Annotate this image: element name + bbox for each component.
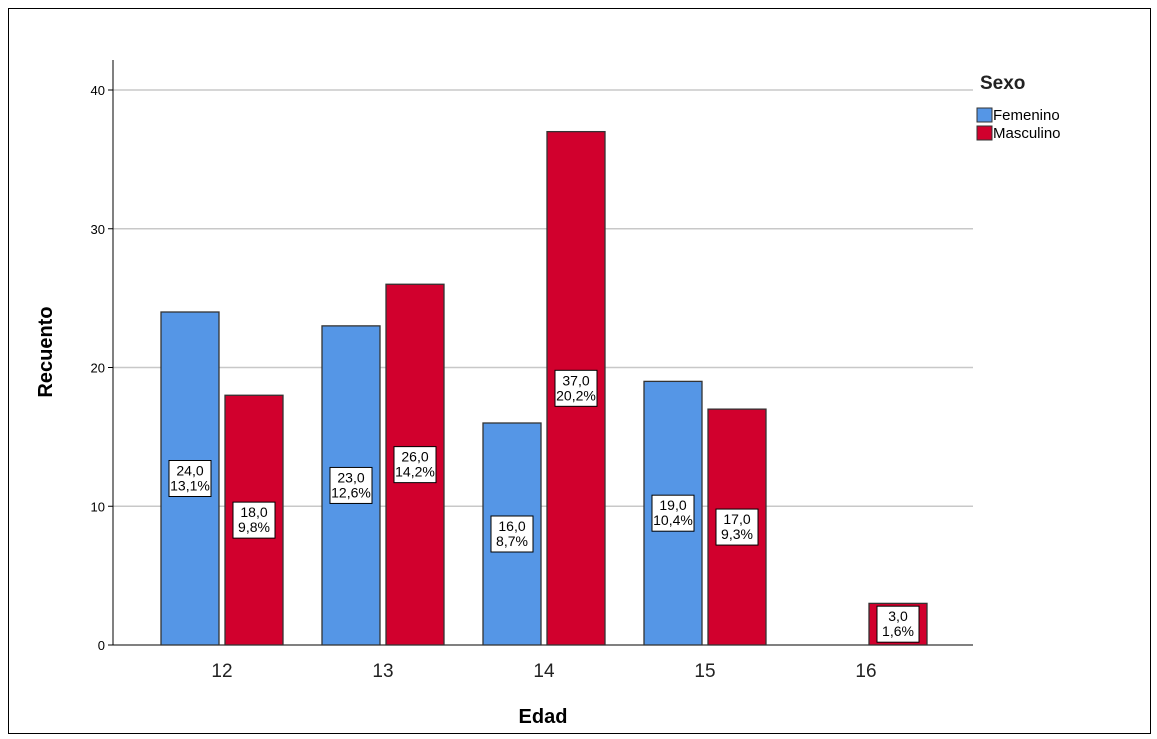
- data-label-count-femenino-15: 19,0: [659, 497, 686, 513]
- data-label-box-masculino-15: [715, 508, 759, 546]
- data-label-percent-masculino-14: 20,2%: [556, 387, 596, 403]
- data-label-percent-femenino-13: 12,6%: [331, 484, 371, 500]
- y-tick-label-40: 40: [91, 83, 105, 98]
- legend-label-masculino: Masculino: [993, 125, 1061, 142]
- data-label-count-femenino-12: 24,0: [176, 463, 203, 479]
- legend-swatch-femenino: [976, 107, 993, 123]
- data-label-count-masculino-15: 17,0: [723, 511, 750, 527]
- legend-label-femenino: Femenino: [993, 107, 1060, 124]
- data-label-percent-masculino-12: 9,8%: [238, 519, 270, 535]
- data-label-percent-femenino-12: 13,1%: [170, 478, 210, 494]
- data-label-box-masculino-12: [232, 501, 276, 539]
- data-label-box-masculino-14: [554, 369, 598, 407]
- x-tick-label-16: 16: [855, 661, 876, 682]
- data-label-count-femenino-14: 16,0: [498, 518, 525, 534]
- data-label-count-masculino-13: 26,0: [401, 449, 428, 465]
- data-label-count-masculino-12: 18,0: [240, 504, 267, 520]
- legend-title: Sexo: [980, 73, 1025, 94]
- data-label-percent-femenino-14: 8,7%: [496, 533, 528, 549]
- data-label-box-femenino-14: [490, 515, 534, 553]
- x-axis-title: Edad: [519, 706, 568, 728]
- x-tick-label-14: 14: [533, 661, 555, 682]
- y-tick-label-30: 30: [91, 222, 105, 237]
- data-label-percent-masculino-13: 14,2%: [395, 464, 435, 480]
- data-label-box-masculino-13: [393, 446, 437, 484]
- legend-swatch-masculino: [976, 125, 993, 141]
- x-tick-label-15: 15: [694, 661, 715, 682]
- x-tick-label-13: 13: [372, 661, 393, 682]
- data-label-count-femenino-13: 23,0: [337, 469, 364, 485]
- data-label-percent-masculino-15: 9,3%: [721, 526, 753, 542]
- y-tick-label-0: 0: [98, 638, 105, 653]
- data-label-percent-femenino-15: 10,4%: [653, 512, 693, 528]
- data-label-count-masculino-16: 3,0: [888, 608, 908, 624]
- data-label-box-femenino-13: [329, 466, 373, 504]
- data-label-count-masculino-14: 37,0: [562, 372, 589, 388]
- data-label-box-femenino-15: [651, 494, 695, 532]
- y-tick-label-20: 20: [91, 361, 105, 376]
- y-axis-title: Recuento: [35, 306, 57, 397]
- data-label-box-femenino-12: [168, 460, 212, 497]
- data-label-box-masculino-16: [876, 605, 920, 643]
- y-tick-label-10: 10: [91, 499, 105, 514]
- x-tick-label-12: 12: [211, 661, 232, 682]
- data-label-percent-masculino-16: 1,6%: [882, 623, 914, 639]
